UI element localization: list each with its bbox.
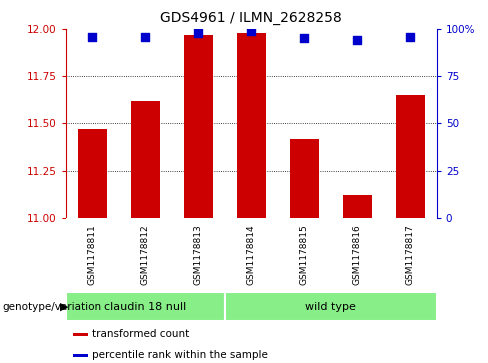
Text: GSM1178816: GSM1178816 <box>353 225 362 285</box>
Text: GSM1178813: GSM1178813 <box>194 225 203 285</box>
Text: GSM1178812: GSM1178812 <box>141 225 150 285</box>
Text: GSM1178817: GSM1178817 <box>406 225 415 285</box>
Text: transformed count: transformed count <box>92 329 189 339</box>
Point <box>407 34 414 40</box>
Point <box>88 34 96 40</box>
Point <box>353 37 361 43</box>
Bar <box>184 35 213 218</box>
Point <box>194 30 202 36</box>
Text: GSM1178814: GSM1178814 <box>247 225 256 285</box>
Text: genotype/variation: genotype/variation <box>2 302 102 312</box>
Text: percentile rank within the sample: percentile rank within the sample <box>92 350 268 360</box>
Bar <box>73 333 88 336</box>
Bar <box>225 292 437 321</box>
Bar <box>73 354 88 357</box>
Text: GSM1178811: GSM1178811 <box>88 225 97 285</box>
Text: GSM1178815: GSM1178815 <box>300 225 309 285</box>
Bar <box>396 95 425 218</box>
Bar <box>66 292 225 321</box>
Title: GDS4961 / ILMN_2628258: GDS4961 / ILMN_2628258 <box>161 11 342 25</box>
Bar <box>237 33 266 218</box>
Text: claudin 18 null: claudin 18 null <box>104 302 186 312</box>
Point <box>301 36 308 41</box>
Bar <box>131 101 160 218</box>
Bar <box>343 195 372 218</box>
Point <box>142 34 149 40</box>
Bar <box>290 139 319 218</box>
Text: wild type: wild type <box>305 302 356 312</box>
Text: ▶: ▶ <box>60 302 68 312</box>
Bar <box>78 129 107 218</box>
Point <box>247 28 255 34</box>
